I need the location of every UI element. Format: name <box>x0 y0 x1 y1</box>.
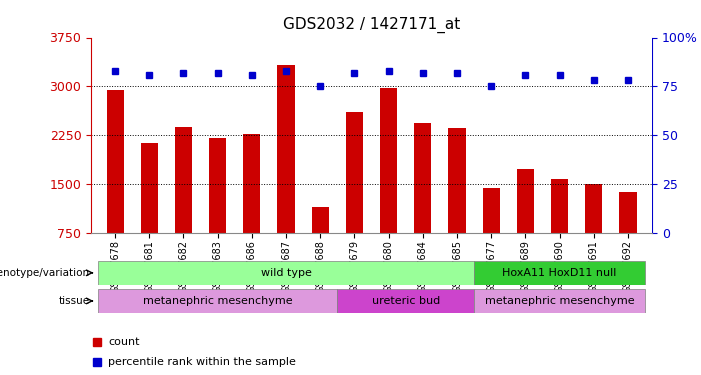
Text: count: count <box>108 337 139 347</box>
Text: percentile rank within the sample: percentile rank within the sample <box>108 357 296 367</box>
Text: genotype/variation: genotype/variation <box>0 268 90 278</box>
Bar <box>474 261 645 285</box>
Bar <box>98 289 337 313</box>
Bar <box>551 178 568 232</box>
Bar <box>312 207 329 232</box>
Bar <box>175 126 192 232</box>
Bar <box>474 289 645 313</box>
Bar <box>380 87 397 232</box>
Bar <box>585 184 602 232</box>
Bar <box>346 112 363 232</box>
Bar <box>141 143 158 232</box>
Bar <box>243 134 260 232</box>
Title: GDS2032 / 1427171_at: GDS2032 / 1427171_at <box>283 17 460 33</box>
Bar <box>449 128 465 232</box>
Text: ureteric bud: ureteric bud <box>372 296 440 306</box>
Bar <box>414 123 431 232</box>
Bar <box>209 138 226 232</box>
Bar <box>620 192 637 232</box>
Text: tissue: tissue <box>58 296 90 306</box>
Bar <box>98 261 474 285</box>
Bar <box>337 289 474 313</box>
Text: HoxA11 HoxD11 null: HoxA11 HoxD11 null <box>503 268 617 278</box>
Text: metanephric mesenchyme: metanephric mesenchyme <box>485 296 634 306</box>
Bar <box>278 66 294 232</box>
Text: metanephric mesenchyme: metanephric mesenchyme <box>143 296 292 306</box>
Bar <box>483 188 500 232</box>
Text: wild type: wild type <box>261 268 311 278</box>
Bar <box>107 90 123 232</box>
Bar <box>517 170 534 232</box>
